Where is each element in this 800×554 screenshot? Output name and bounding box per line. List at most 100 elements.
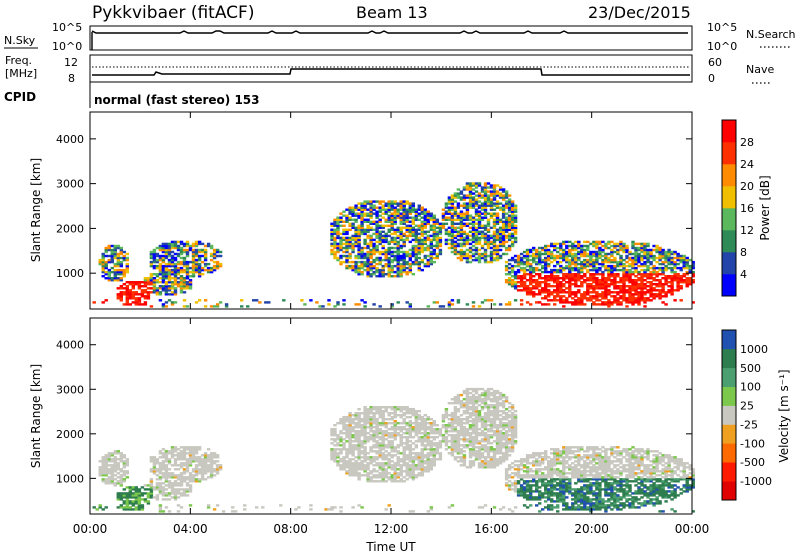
power-cell <box>363 252 367 256</box>
power-cell <box>483 182 488 185</box>
power-cell <box>336 218 340 222</box>
velocity-cell <box>366 414 370 417</box>
power-cell <box>574 295 578 298</box>
velocity-cell <box>125 472 130 475</box>
velocity-cell <box>408 464 413 467</box>
velocity-cell <box>423 446 428 449</box>
power-cell <box>649 289 653 292</box>
velocity-cell <box>143 484 148 487</box>
power-cell <box>598 256 602 260</box>
power-cell <box>556 287 560 290</box>
power-cell <box>131 301 136 304</box>
power-cell <box>143 289 148 292</box>
power-cell <box>477 218 482 222</box>
power-cell <box>173 270 178 274</box>
power-cell <box>252 299 256 302</box>
power-cell <box>170 293 175 296</box>
velocity-cell <box>161 448 166 451</box>
power-cell <box>110 279 115 282</box>
power-cell <box>417 240 422 244</box>
power-cell <box>492 204 497 207</box>
power-cell <box>167 246 172 250</box>
velocity-cell <box>378 432 382 435</box>
power-cell <box>173 293 178 296</box>
power-cell <box>489 256 494 260</box>
power-cell <box>535 266 539 270</box>
power-cell <box>628 285 632 288</box>
power-cell <box>116 254 121 258</box>
velocity-cell <box>408 410 413 413</box>
power-cell <box>167 264 172 268</box>
velocity-cell <box>342 458 346 461</box>
power-cell <box>182 260 187 264</box>
power-cell <box>513 204 518 207</box>
power-cell <box>438 250 443 254</box>
power-cell <box>601 270 605 274</box>
power-cell <box>203 254 208 258</box>
power-cell <box>197 248 202 252</box>
velocity-cell <box>396 426 400 429</box>
velocity-cell <box>375 456 379 459</box>
power-cell <box>351 248 355 252</box>
power-cell <box>408 228 413 232</box>
power-cell <box>462 254 467 258</box>
power-cell <box>372 208 376 211</box>
power-cell <box>459 210 464 213</box>
power-cell <box>553 246 557 250</box>
power-cell <box>525 254 530 258</box>
power-cell <box>381 216 385 219</box>
power-cell <box>402 206 406 209</box>
power-cell <box>592 291 596 294</box>
power-cell <box>209 266 214 270</box>
velocity-cell <box>375 452 379 455</box>
power-cell <box>357 252 361 256</box>
colorbar-frame <box>721 119 737 297</box>
velocity-cell <box>372 412 376 415</box>
velocity-cell <box>339 466 343 469</box>
velocity-cell <box>357 418 361 421</box>
velocity-cell <box>363 436 367 439</box>
power-cell <box>628 299 632 302</box>
velocity-cell <box>128 486 133 489</box>
power-cell <box>483 208 488 211</box>
power-cell <box>664 264 668 268</box>
velocity-cell <box>414 446 419 449</box>
velocity-cell <box>206 448 211 451</box>
power-cell <box>637 291 641 294</box>
nsky-tick-top: 10^5 <box>52 21 82 34</box>
power-cell <box>459 198 464 201</box>
velocity-cell <box>348 436 352 439</box>
power-cell <box>351 250 355 254</box>
velocity-cell <box>390 422 394 425</box>
velocity-cell <box>98 466 102 469</box>
power-cell <box>399 230 403 234</box>
power-cell <box>483 198 488 201</box>
power-cell <box>513 260 518 264</box>
power-cell <box>122 283 127 286</box>
colorbar-tick-label: 16 <box>740 202 754 215</box>
power-cell <box>369 202 373 205</box>
power-cell <box>444 242 449 246</box>
colorbar-tick-label: 4 <box>740 268 747 281</box>
power-cell <box>658 295 662 298</box>
power-cell <box>459 228 464 232</box>
power-cell <box>146 295 151 298</box>
power-cell <box>571 248 575 252</box>
velocity-cell <box>119 456 124 459</box>
power-cell <box>670 268 674 272</box>
power-cell <box>354 254 358 258</box>
power-cell <box>194 248 199 252</box>
power-cell <box>483 228 488 232</box>
power-cell <box>465 234 470 238</box>
velocity-cell <box>432 462 437 465</box>
velocity-cell <box>354 432 358 435</box>
velocity-cell <box>161 462 166 465</box>
velocity-cell <box>164 480 169 483</box>
power-cell <box>685 279 689 282</box>
power-cell <box>351 244 355 248</box>
power-cell <box>468 248 473 252</box>
power-cell <box>492 232 497 236</box>
velocity-cell <box>381 406 385 409</box>
velocity-cell <box>435 430 440 433</box>
velocity-cell <box>158 450 163 453</box>
